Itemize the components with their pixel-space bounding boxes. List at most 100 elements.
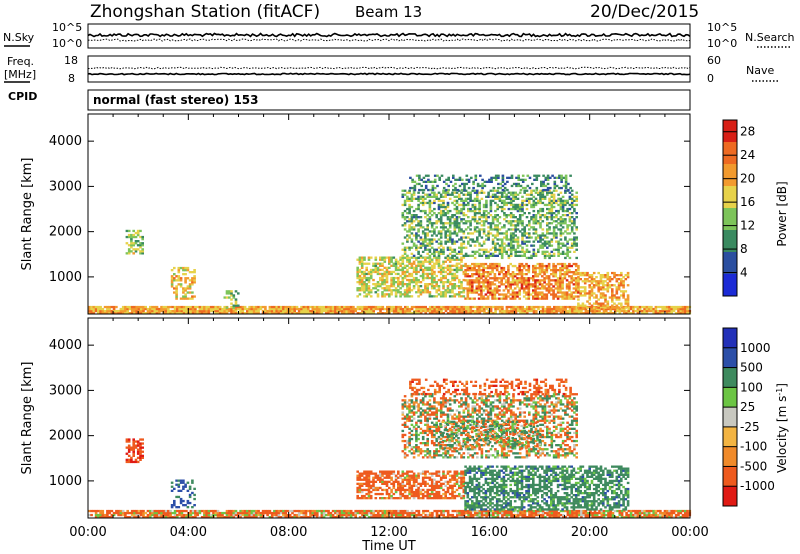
- velocity-ytick-label: 4000: [49, 338, 82, 353]
- time-tick-label: 20:00: [571, 525, 608, 540]
- sky-tick-low: 10^0: [52, 37, 82, 50]
- station-title: Zhongshan Station (fitACF): [90, 2, 320, 22]
- velocity-colorbar-color-step: [723, 446, 737, 467]
- velocity-colorbar: 1000 500 100 25 -25 -100 -500 -1000: [722, 327, 775, 507]
- sky-label: N.Sky: [3, 31, 35, 44]
- search-tick-low: 10^0: [707, 37, 737, 50]
- power-colorbar-color-step: [723, 274, 737, 297]
- velocity-colorbar-label: -100: [740, 440, 767, 454]
- velocity-colorbar-label: Velocity [m s-1]: [775, 383, 790, 473]
- power-echo-region: [356, 256, 466, 298]
- time-axis: 00:00 04:00 08:00 12:00 16:00 20:00 00:00: [69, 525, 708, 540]
- power-ytick-label: 1000: [49, 270, 82, 285]
- velocity-colorbar-label: -1000: [740, 479, 775, 493]
- velocity-echo-region: [170, 479, 196, 509]
- power-echo-region: [223, 290, 240, 309]
- time-tick-label: 00:00: [671, 525, 708, 540]
- velocity-echo-region: [464, 465, 630, 511]
- power-colorbar-label: 20: [740, 172, 755, 186]
- power-colorbar-color-step: [723, 252, 737, 275]
- velocity-echoes: [88, 378, 692, 519]
- noise-panel: N.Sky 10^5 10^0 10^5 10^0 N.Search: [3, 21, 795, 50]
- power-colorbar-label: 28: [740, 125, 755, 139]
- power-colorbar-color-step: [723, 230, 737, 253]
- search-label: N.Search: [745, 31, 795, 44]
- time-tick-label: 12:00: [370, 525, 407, 540]
- velocity-colorbar-color-step: [723, 407, 737, 428]
- cpid-text: normal (fast stereo) 153: [93, 93, 259, 107]
- velocity-echo-region: [401, 393, 578, 459]
- velocity-colorbar-label: 100: [740, 380, 763, 394]
- power-echo-region: [464, 262, 580, 300]
- velocity-colorbar-label: -500: [740, 459, 767, 473]
- velocity-echo-region: [125, 438, 144, 464]
- velocity-colorbar-label: 25: [740, 400, 755, 414]
- power-echo-region: [170, 266, 196, 300]
- power-ytick-label: 4000: [49, 134, 82, 149]
- velocity-colorbar-color-step: [723, 387, 737, 408]
- velocity-ytick-label: 3000: [49, 383, 82, 398]
- power-echo-region: [577, 271, 630, 309]
- power-colorbar-label: 8: [740, 242, 748, 256]
- frequency-line: [87, 72, 691, 76]
- nave-label: Nave: [746, 64, 774, 77]
- cpid-label: CPID: [8, 90, 37, 103]
- velocity-ytick-label: 2000: [49, 429, 82, 444]
- nave-tick-high: 60: [707, 54, 721, 67]
- velocity-panel: 1000 2000 3000 4000 Slant Range [km]: [20, 317, 692, 519]
- power-echo-region: [409, 174, 572, 192]
- freq-tick-low: 8: [68, 72, 75, 85]
- power-colorbar-color-step: [723, 164, 737, 187]
- power-colorbar-label: 24: [740, 148, 755, 162]
- power-colorbar-label: 16: [740, 195, 755, 209]
- beam-label: Beam 13: [355, 3, 422, 21]
- nave-tick-low: 0: [707, 72, 714, 85]
- power-colorbar-color-step: [723, 208, 737, 231]
- cpid-panel: CPID normal (fast stereo) 153: [8, 89, 691, 111]
- power-panel: 1000 2000 3000 4000 Slant Range [km]: [20, 113, 692, 315]
- velocity-colorbar-color-step: [723, 347, 737, 368]
- velocity-echo-region: [88, 509, 692, 519]
- velocity-colorbar-color-step: [723, 367, 737, 388]
- power-ytick-label: 3000: [49, 179, 82, 194]
- velocity-colorbar-label: 1000: [740, 341, 771, 355]
- freq-tick-high: 18: [64, 54, 78, 67]
- time-tick-label: 16:00: [471, 525, 508, 540]
- power-ytick-label: 2000: [49, 225, 82, 240]
- search-tick-high: 10^5: [707, 21, 737, 34]
- velocity-colorbar-outline: [722, 327, 738, 507]
- time-xlabel: Time UT: [361, 539, 415, 554]
- power-ylabel: Slant Range [km]: [20, 158, 35, 271]
- search-noise-line: [87, 38, 691, 42]
- sky-noise-line: [87, 32, 691, 38]
- velocity-colorbar-color-step: [723, 328, 737, 349]
- frequency-panel: Freq. [MHz] 18 8 60 0 Nave: [4, 54, 778, 85]
- power-colorbar: 4 8 12 16 20 24 28: [722, 119, 755, 297]
- time-tick-label: 08:00: [270, 525, 307, 540]
- time-tick-label: 04:00: [170, 525, 207, 540]
- velocity-echo-region: [356, 470, 466, 500]
- velocity-colorbar-label: 500: [740, 361, 763, 375]
- velocity-ylabel: Slant Range [km]: [20, 362, 35, 475]
- time-tick-label: 00:00: [69, 525, 106, 540]
- power-echo-region: [401, 189, 578, 260]
- date-label: 20/Dec/2015: [590, 2, 699, 22]
- power-colorbar-label: Power [dB]: [775, 181, 789, 246]
- velocity-colorbar-color-step: [723, 466, 737, 487]
- power-colorbar-label: 4: [740, 266, 748, 280]
- power-echoes: [88, 174, 692, 315]
- power-colorbar-color-step: [723, 120, 737, 143]
- velocity-colorbar-color-step: [723, 486, 737, 507]
- nave-line: [87, 66, 691, 70]
- power-colorbar-color-step: [723, 142, 737, 165]
- sky-tick-high: 10^5: [52, 21, 82, 34]
- power-colorbar-outline: [722, 119, 738, 297]
- velocity-echo-region: [409, 378, 572, 396]
- power-colorbar-color-step: [723, 186, 737, 209]
- velocity-colorbar-color-step: [723, 426, 737, 448]
- power-echo-region: [125, 229, 144, 255]
- power-echo-region: [88, 305, 692, 315]
- freq-label: Freq.: [7, 55, 34, 68]
- velocity-echo-region: [439, 420, 542, 450]
